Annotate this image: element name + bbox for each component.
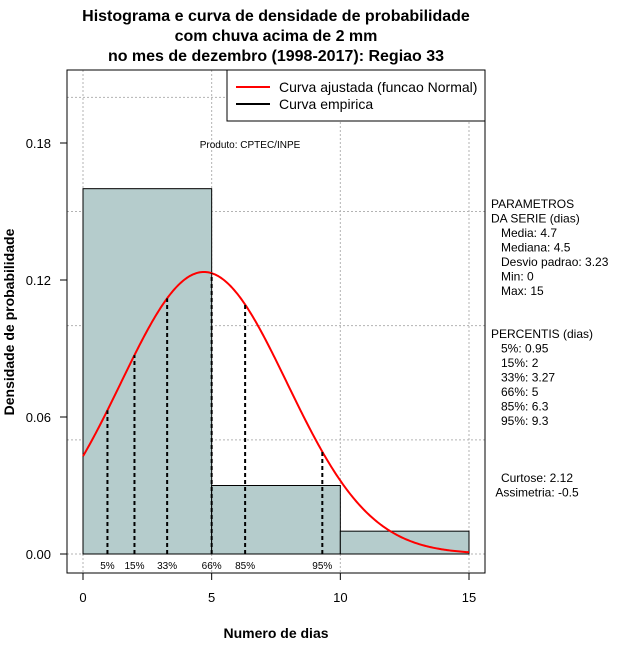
title-line: Histograma e curva de densidade de proba… xyxy=(82,8,470,25)
x-tick-label: 15 xyxy=(462,590,476,605)
annotation-text: Produto: CPTEC/INPE xyxy=(200,140,301,151)
side-panel-line: 5%: 0.95 xyxy=(491,342,549,356)
x-tick-label: 0 xyxy=(79,590,86,605)
percentile-lines: 5% 15% 33% 66% 85% 95% xyxy=(100,273,332,572)
side-panel-line: 95%: 9.3 xyxy=(491,414,549,428)
side-panel-line: 85%: 6.3 xyxy=(491,400,549,414)
side-panel-line: 33%: 3.27 xyxy=(491,371,555,385)
side-panel-line: Mediana: 4.5 xyxy=(491,241,571,255)
side-panel-line: DA SERIE (dias) xyxy=(491,212,580,226)
percentile-label: 95% xyxy=(312,561,332,572)
legend: Curva ajustada (funcao Normal)Curva empi… xyxy=(226,69,486,122)
percentile-label: 66% xyxy=(202,561,222,572)
legend-box xyxy=(226,69,486,122)
y-tick-label: 0.18 xyxy=(26,136,51,151)
y-tick-label: 0.06 xyxy=(26,410,51,425)
x-tick-label: 10 xyxy=(333,590,347,605)
percentile-label: 33% xyxy=(157,561,177,572)
percentile-label: 15% xyxy=(124,561,144,572)
side-panel-line: Curtose: 2.12 xyxy=(501,471,573,485)
x-axis-title: Numero de dias xyxy=(223,625,328,641)
side-panel-line: 15%: 2 xyxy=(491,356,539,370)
side-panel-line: Assimetria: -0.5 xyxy=(495,486,579,500)
axes: 0 5 10 15 0.00 0.06 0.12 0.18 xyxy=(26,136,477,605)
side-panel-line: Min: 0 xyxy=(491,270,534,284)
percentile-label: 5% xyxy=(100,561,115,572)
histogram-bars xyxy=(82,188,470,555)
side-panel-line: PARAMETROS xyxy=(491,197,574,211)
y-tick-label: 0.12 xyxy=(26,273,51,288)
percentile-label: 85% xyxy=(235,561,255,572)
side-panel-line: 66%: 5 xyxy=(491,385,539,399)
side-panel-line: Media: 4.7 xyxy=(491,226,557,240)
histogram-bar xyxy=(82,188,213,555)
title-line: com chuva acima de 2 mm xyxy=(175,28,378,45)
side-panel-line: Max: 15 xyxy=(491,284,544,298)
y-axis-title: Densidade de probabilidade xyxy=(1,228,17,415)
legend-label: Curva ajustada (funcao Normal) xyxy=(279,79,477,95)
x-tick-label: 5 xyxy=(208,590,215,605)
histogram-bar xyxy=(211,485,341,555)
y-tick-label: 0.00 xyxy=(26,547,51,562)
fitted-curve-group xyxy=(82,270,470,554)
title-line: no mes de dezembro (1998-2017): Regiao 3… xyxy=(108,48,444,65)
chart-title: Histograma e curva de densidade de proba… xyxy=(82,8,470,65)
fitted-normal-curve xyxy=(82,270,470,554)
legend-label: Curva empirica xyxy=(279,96,373,112)
side-panel-line: PERCENTIS (dias) xyxy=(491,327,593,341)
side-panel-line: Desvio padrao: 3.23 xyxy=(491,255,609,269)
